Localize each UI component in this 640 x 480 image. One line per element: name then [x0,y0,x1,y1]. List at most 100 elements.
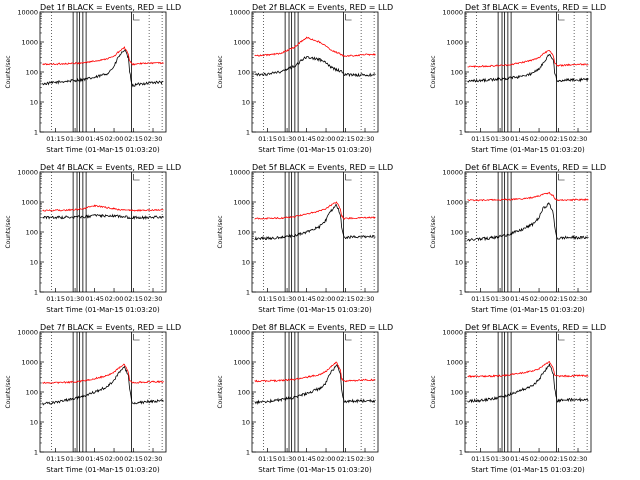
x-tick-label: 02:30 [144,295,163,303]
y-tick-label: 1000 [446,359,463,367]
x-tick-label: 01:30 [66,455,85,463]
x-axis-label: Start Time (01-Mar-15 01:03:20) [258,146,372,154]
y-axis-label: Counts/sec [5,375,12,408]
events-series-line [254,204,376,241]
corner-marker [345,334,352,341]
x-tick-label: 01:15 [258,295,277,303]
x-tick-label: 01:45 [297,135,316,143]
y-tick-label: 10 [242,259,250,267]
panel-det-6f: Det 6f BLACK = Events, RED = LLD Counts/… [430,163,606,314]
y-tick-label: 1 [246,289,250,297]
panel-title: Det 9f BLACK = Events, RED = LLD [465,323,606,332]
x-tick-label: 02:30 [144,135,163,143]
x-axis-label: Start Time (01-Mar-15 01:03:20) [46,306,160,314]
x-tick-label: 02:00 [105,295,124,303]
y-tick-label: 1000 [233,199,250,207]
lld-series-line [254,361,376,383]
y-tick-label: 10 [30,259,38,267]
x-tick-label: 01:15 [471,455,490,463]
x-tick-label: 01:15 [46,295,65,303]
y-tick-label: 1 [459,129,463,137]
y-tick-label: 100 [238,229,250,237]
lld-series-line [467,361,589,379]
y-axis-label: Counts/sec [430,375,437,408]
lld-series-line [42,46,164,66]
x-tick-label: 02:00 [317,135,336,143]
lld-series-line [467,191,589,202]
x-tick-label: 01:15 [471,135,490,143]
x-axis-label: Start Time (01-Mar-15 01:03:20) [258,466,372,474]
y-tick-label: 1 [34,449,38,457]
y-tick-label: 10 [30,99,38,107]
y-axis-label: Counts/sec [217,55,224,88]
y-tick-label: 10 [455,419,463,427]
x-tick-label: 02:15 [549,135,568,143]
y-tick-label: 10000 [442,9,463,17]
x-tick-label: 01:15 [258,135,277,143]
y-tick-label: 10000 [229,329,250,337]
lld-series-line [467,50,589,68]
panel-det-1f: Det 1f BLACK = Events, RED = LLD Counts/… [5,3,181,154]
y-tick-label: 10 [242,99,250,107]
corner-marker [133,334,140,341]
y-tick-label: 100 [451,69,463,77]
events-series-line [42,365,164,406]
x-tick-label: 01:45 [85,135,104,143]
x-tick-label: 02:15 [124,455,143,463]
corner-marker [133,174,140,181]
lld-series-line [42,363,164,385]
y-tick-label: 100 [451,389,463,397]
x-tick-label: 01:45 [510,455,529,463]
events-series-line [467,202,589,242]
y-tick-label: 100 [238,389,250,397]
y-axis-label: Counts/sec [5,215,12,248]
x-tick-label: 02:15 [336,135,355,143]
x-tick-label: 01:45 [85,295,104,303]
x-tick-label: 01:30 [278,135,297,143]
y-tick-label: 1000 [233,359,250,367]
lld-series-line [254,36,376,58]
x-tick-label: 02:30 [356,135,375,143]
y-tick-label: 1 [34,289,38,297]
x-axis-label: Start Time (01-Mar-15 01:03:20) [46,146,160,154]
x-tick-label: 02:00 [530,295,549,303]
events-series-line [254,55,376,78]
y-tick-label: 10 [30,419,38,427]
x-tick-label: 02:30 [144,455,163,463]
x-tick-label: 02:30 [569,295,588,303]
events-series-line [467,363,589,404]
x-axis-label: Start Time (01-Mar-15 01:03:20) [471,146,585,154]
y-tick-label: 100 [26,69,38,77]
y-tick-label: 10000 [442,169,463,177]
y-axis-label: Counts/sec [217,375,224,408]
x-tick-label: 01:30 [278,295,297,303]
x-axis-label: Start Time (01-Mar-15 01:03:20) [471,466,585,474]
y-tick-label: 1000 [446,39,463,47]
y-tick-label: 10000 [17,329,38,337]
x-tick-label: 01:30 [491,135,510,143]
panel-det-5f: Det 5f BLACK = Events, RED = LLD Counts/… [217,163,393,314]
panel-det-9f: Det 9f BLACK = Events, RED = LLD Counts/… [430,323,606,474]
corner-marker [345,14,352,21]
x-tick-label: 01:30 [491,455,510,463]
panel-title: Det 7f BLACK = Events, RED = LLD [40,323,181,332]
x-tick-label: 01:15 [471,295,490,303]
events-series-line [467,54,589,83]
x-tick-label: 01:45 [510,135,529,143]
y-tick-label: 1000 [21,359,38,367]
panel-title: Det 3f BLACK = Events, RED = LLD [465,3,606,12]
y-tick-label: 1000 [233,39,250,47]
x-tick-label: 01:45 [85,455,104,463]
panel-det-2f: Det 2f BLACK = Events, RED = LLD Counts/… [217,3,393,154]
y-tick-label: 1000 [446,199,463,207]
panel-title: Det 4f BLACK = Events, RED = LLD [40,163,181,172]
y-tick-label: 1000 [21,39,38,47]
y-tick-label: 10 [455,259,463,267]
x-tick-label: 02:15 [124,295,143,303]
x-tick-label: 01:45 [297,455,316,463]
lld-series-line [254,201,376,221]
corner-marker [133,14,140,21]
x-tick-label: 01:30 [278,455,297,463]
x-tick-label: 02:15 [336,295,355,303]
